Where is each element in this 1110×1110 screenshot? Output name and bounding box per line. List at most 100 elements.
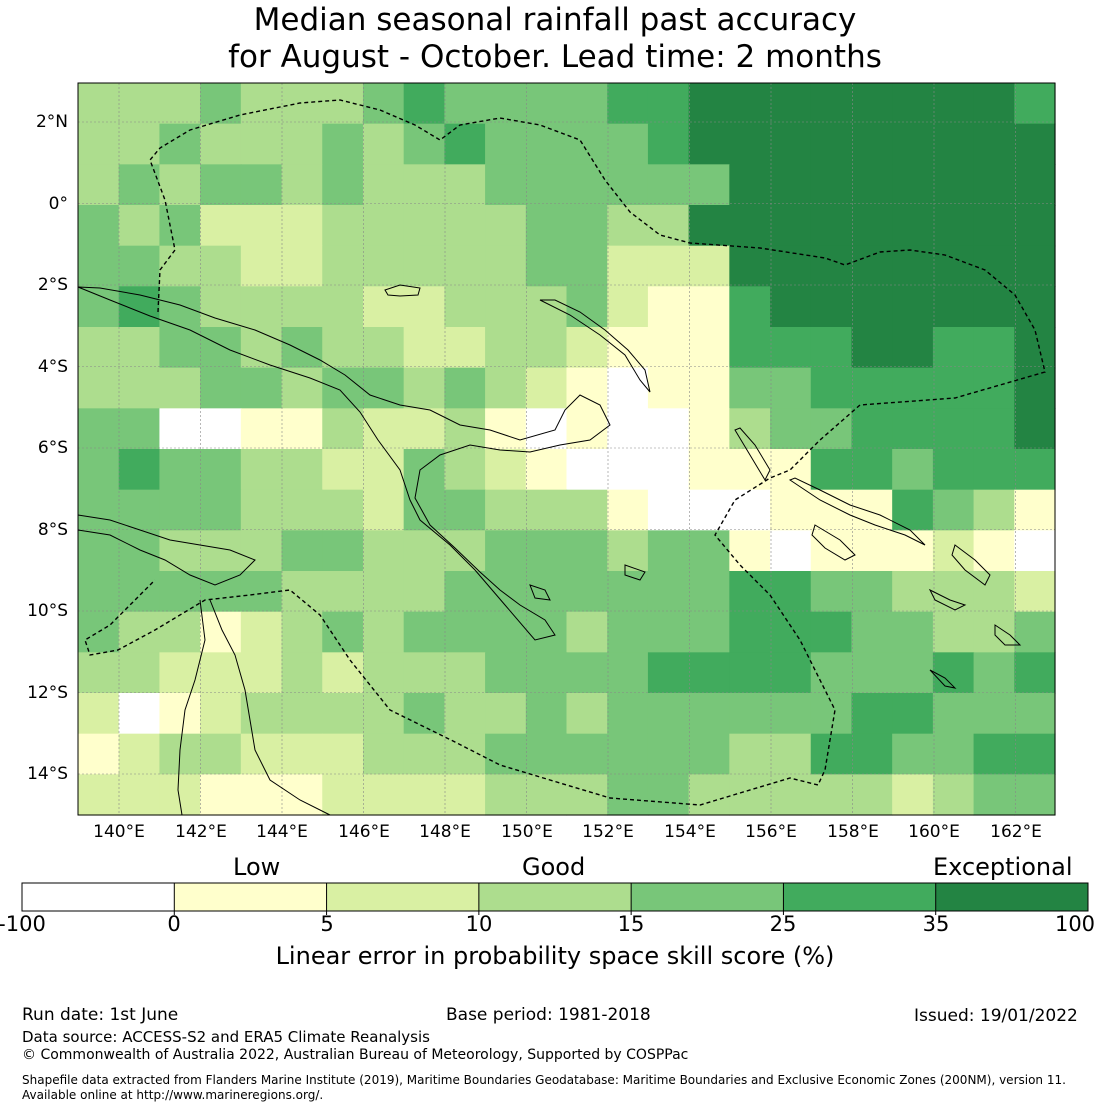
grid-cell: [525, 774, 568, 816]
grid-cell: [485, 123, 527, 165]
grid-cell: [810, 449, 853, 491]
grid-cell: [973, 733, 1015, 775]
grid-cell: [566, 123, 608, 165]
grid-cell: [525, 205, 568, 247]
grid-cell: [240, 733, 283, 775]
grid-cell: [688, 449, 730, 491]
grid-cell: [770, 123, 812, 165]
grid-cell: [851, 611, 893, 653]
grid-cell: [729, 652, 771, 694]
grid-cell: [444, 571, 486, 613]
grid-cell: [322, 83, 364, 125]
grid-cell: [200, 774, 242, 816]
grid-cell: [810, 652, 853, 694]
grid-cell: [892, 693, 934, 735]
grid-cell: [851, 530, 893, 572]
grid-cell: [607, 408, 649, 450]
guadalcanal-north-coast: [811, 524, 856, 561]
grid-cell: [851, 571, 893, 613]
grid-cell: [240, 164, 283, 206]
manus-coast: [384, 284, 421, 297]
lon-label-140: 140°E: [93, 822, 145, 842]
grid-cell: [851, 83, 893, 125]
grid-cell: [729, 611, 771, 653]
grid-cell: [444, 408, 486, 450]
grid-cell: [444, 449, 486, 491]
grid-cell: [607, 327, 649, 369]
grid-cell: [973, 123, 1015, 165]
grid-cell: [566, 164, 608, 206]
grid-cell: [566, 733, 608, 775]
grid-cell: [810, 205, 853, 247]
grid-cell: [159, 652, 201, 694]
grid-cell: [240, 652, 283, 694]
grid-cell: [851, 164, 893, 206]
grid-cell: [851, 774, 893, 816]
grid-cell: [322, 367, 364, 409]
grid-cell: [770, 530, 812, 572]
grid-cell: [118, 693, 161, 735]
grid-cell: [647, 286, 690, 328]
lat-label-10s: 10°S: [27, 601, 68, 621]
grid-cell: [525, 123, 568, 165]
grid-cell: [281, 571, 323, 613]
grid-cell: [200, 611, 242, 653]
copyright: © Commonwealth of Australia 2022, Austra…: [22, 1047, 689, 1063]
grid-cell: [566, 83, 608, 125]
grid-cell: [403, 123, 445, 165]
grid-cell: [566, 449, 608, 491]
island-coast-1: [529, 584, 551, 601]
colorbar-segment: [478, 883, 632, 911]
grid-cell: [607, 652, 649, 694]
grid-cell: [647, 205, 690, 247]
grid-cell: [78, 245, 120, 287]
grid-cell: [729, 530, 771, 572]
grid-cell: [159, 611, 201, 653]
grid-cell: [200, 245, 242, 287]
grid-cell: [362, 652, 405, 694]
grid-cell: [892, 286, 934, 328]
grid-cell: [525, 733, 568, 775]
grid-cell: [525, 611, 568, 653]
grid-cell: [932, 205, 975, 247]
grid-cell: [566, 205, 608, 247]
issued-date: Issued: 19/01/2022: [914, 1006, 1078, 1026]
grid-cell: [1014, 571, 1056, 613]
lat-label-2s: 2°S: [37, 275, 68, 295]
grid-cell: [770, 327, 812, 369]
island-coast-2: [624, 564, 646, 581]
grid-cell: [973, 571, 1015, 613]
grid-cell: [688, 367, 730, 409]
grid-cell: [851, 327, 893, 369]
grid-cell: [932, 611, 975, 653]
grid-cell: [566, 652, 608, 694]
grid-cell: [566, 327, 608, 369]
grid-cell: [200, 733, 242, 775]
grid-cell: [810, 611, 853, 653]
grid-cell: [322, 245, 364, 287]
grid-cell: [403, 408, 445, 450]
grid-cell: [1014, 245, 1056, 287]
grid-cell: [485, 205, 527, 247]
grid-cell: [729, 774, 771, 816]
colorbar-title: Linear error in probability space skill …: [275, 942, 835, 970]
grid-cell: [932, 245, 975, 287]
grid-cell: [362, 245, 405, 287]
grid-cell: [851, 489, 893, 531]
grid-cell: [647, 245, 690, 287]
grid-cell: [281, 489, 323, 531]
grid-cell: [322, 327, 364, 369]
map-title-line1: Median seasonal rainfall past accuracy: [253, 2, 857, 38]
island-coast-3: [994, 624, 1022, 646]
grid-cell: [444, 693, 486, 735]
grid-cell: [240, 286, 283, 328]
grid-cell: [485, 286, 527, 328]
grid-cell: [322, 611, 364, 653]
grid-cell: [647, 571, 690, 613]
grid-cell: [281, 611, 323, 653]
map-gridlines: [78, 83, 1055, 815]
grid-cell: [362, 205, 405, 247]
colorbar-segment: [326, 883, 479, 911]
grid-cell: [1014, 449, 1056, 491]
grid-cell: [78, 733, 120, 775]
